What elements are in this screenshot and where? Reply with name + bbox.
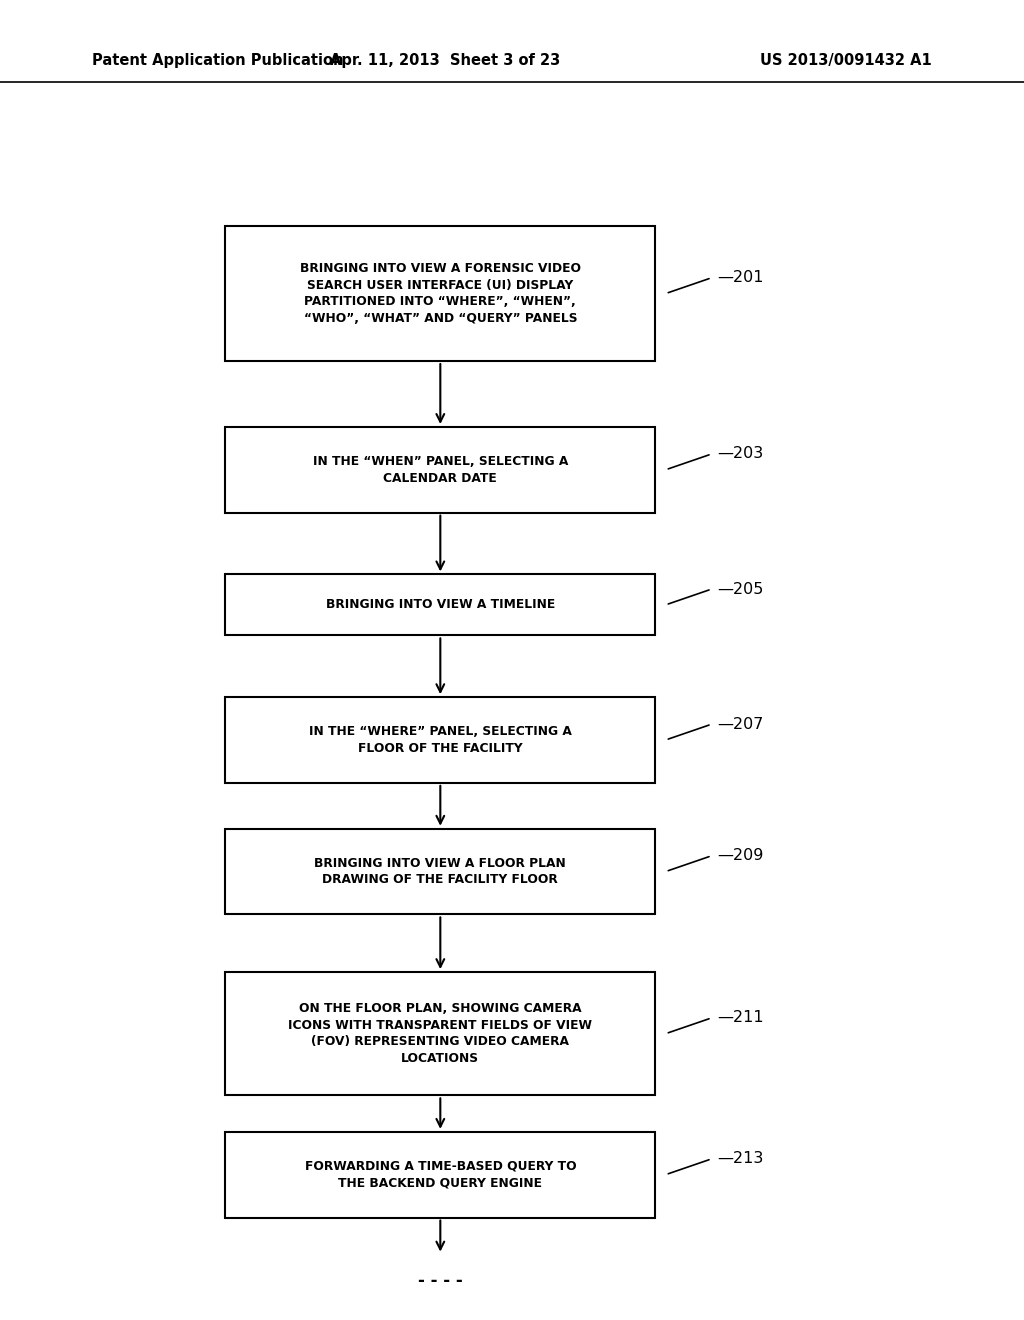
Text: —209: —209 <box>717 849 763 863</box>
Text: ON THE FLOOR PLAN, SHOWING CAMERA
ICONS WITH TRANSPARENT FIELDS OF VIEW
(FOV) RE: ON THE FLOOR PLAN, SHOWING CAMERA ICONS … <box>289 1002 592 1065</box>
FancyBboxPatch shape <box>225 972 655 1096</box>
Text: —205: —205 <box>717 582 763 597</box>
Text: —203: —203 <box>717 446 763 462</box>
FancyBboxPatch shape <box>225 1131 655 1217</box>
Text: —211: —211 <box>717 1010 764 1026</box>
FancyBboxPatch shape <box>225 829 655 915</box>
FancyBboxPatch shape <box>225 574 655 635</box>
Text: Patent Application Publication: Patent Application Publication <box>92 53 344 67</box>
Text: FORWARDING A TIME-BASED QUERY TO
THE BACKEND QUERY ENGINE: FORWARDING A TIME-BASED QUERY TO THE BAC… <box>304 1160 577 1189</box>
Text: —201: —201 <box>717 271 763 285</box>
FancyBboxPatch shape <box>225 226 655 362</box>
Text: IN THE “WHERE” PANEL, SELECTING A
FLOOR OF THE FACILITY: IN THE “WHERE” PANEL, SELECTING A FLOOR … <box>309 725 571 755</box>
Text: IN THE “WHEN” PANEL, SELECTING A
CALENDAR DATE: IN THE “WHEN” PANEL, SELECTING A CALENDA… <box>312 455 568 484</box>
Text: BRINGING INTO VIEW A FORENSIC VIDEO
SEARCH USER INTERFACE (UI) DISPLAY
PARTITION: BRINGING INTO VIEW A FORENSIC VIDEO SEAR… <box>300 263 581 325</box>
FancyBboxPatch shape <box>225 697 655 783</box>
Text: Apr. 11, 2013  Sheet 3 of 23: Apr. 11, 2013 Sheet 3 of 23 <box>331 53 560 67</box>
Text: BRINGING INTO VIEW A FLOOR PLAN
DRAWING OF THE FACILITY FLOOR: BRINGING INTO VIEW A FLOOR PLAN DRAWING … <box>314 857 566 886</box>
Text: —207: —207 <box>717 717 763 731</box>
Text: BRINGING INTO VIEW A TIMELINE: BRINGING INTO VIEW A TIMELINE <box>326 598 555 611</box>
Text: - - - -: - - - - <box>418 1272 463 1290</box>
Text: —213: —213 <box>717 1151 763 1167</box>
FancyBboxPatch shape <box>225 426 655 512</box>
Text: US 2013/0091432 A1: US 2013/0091432 A1 <box>760 53 932 67</box>
